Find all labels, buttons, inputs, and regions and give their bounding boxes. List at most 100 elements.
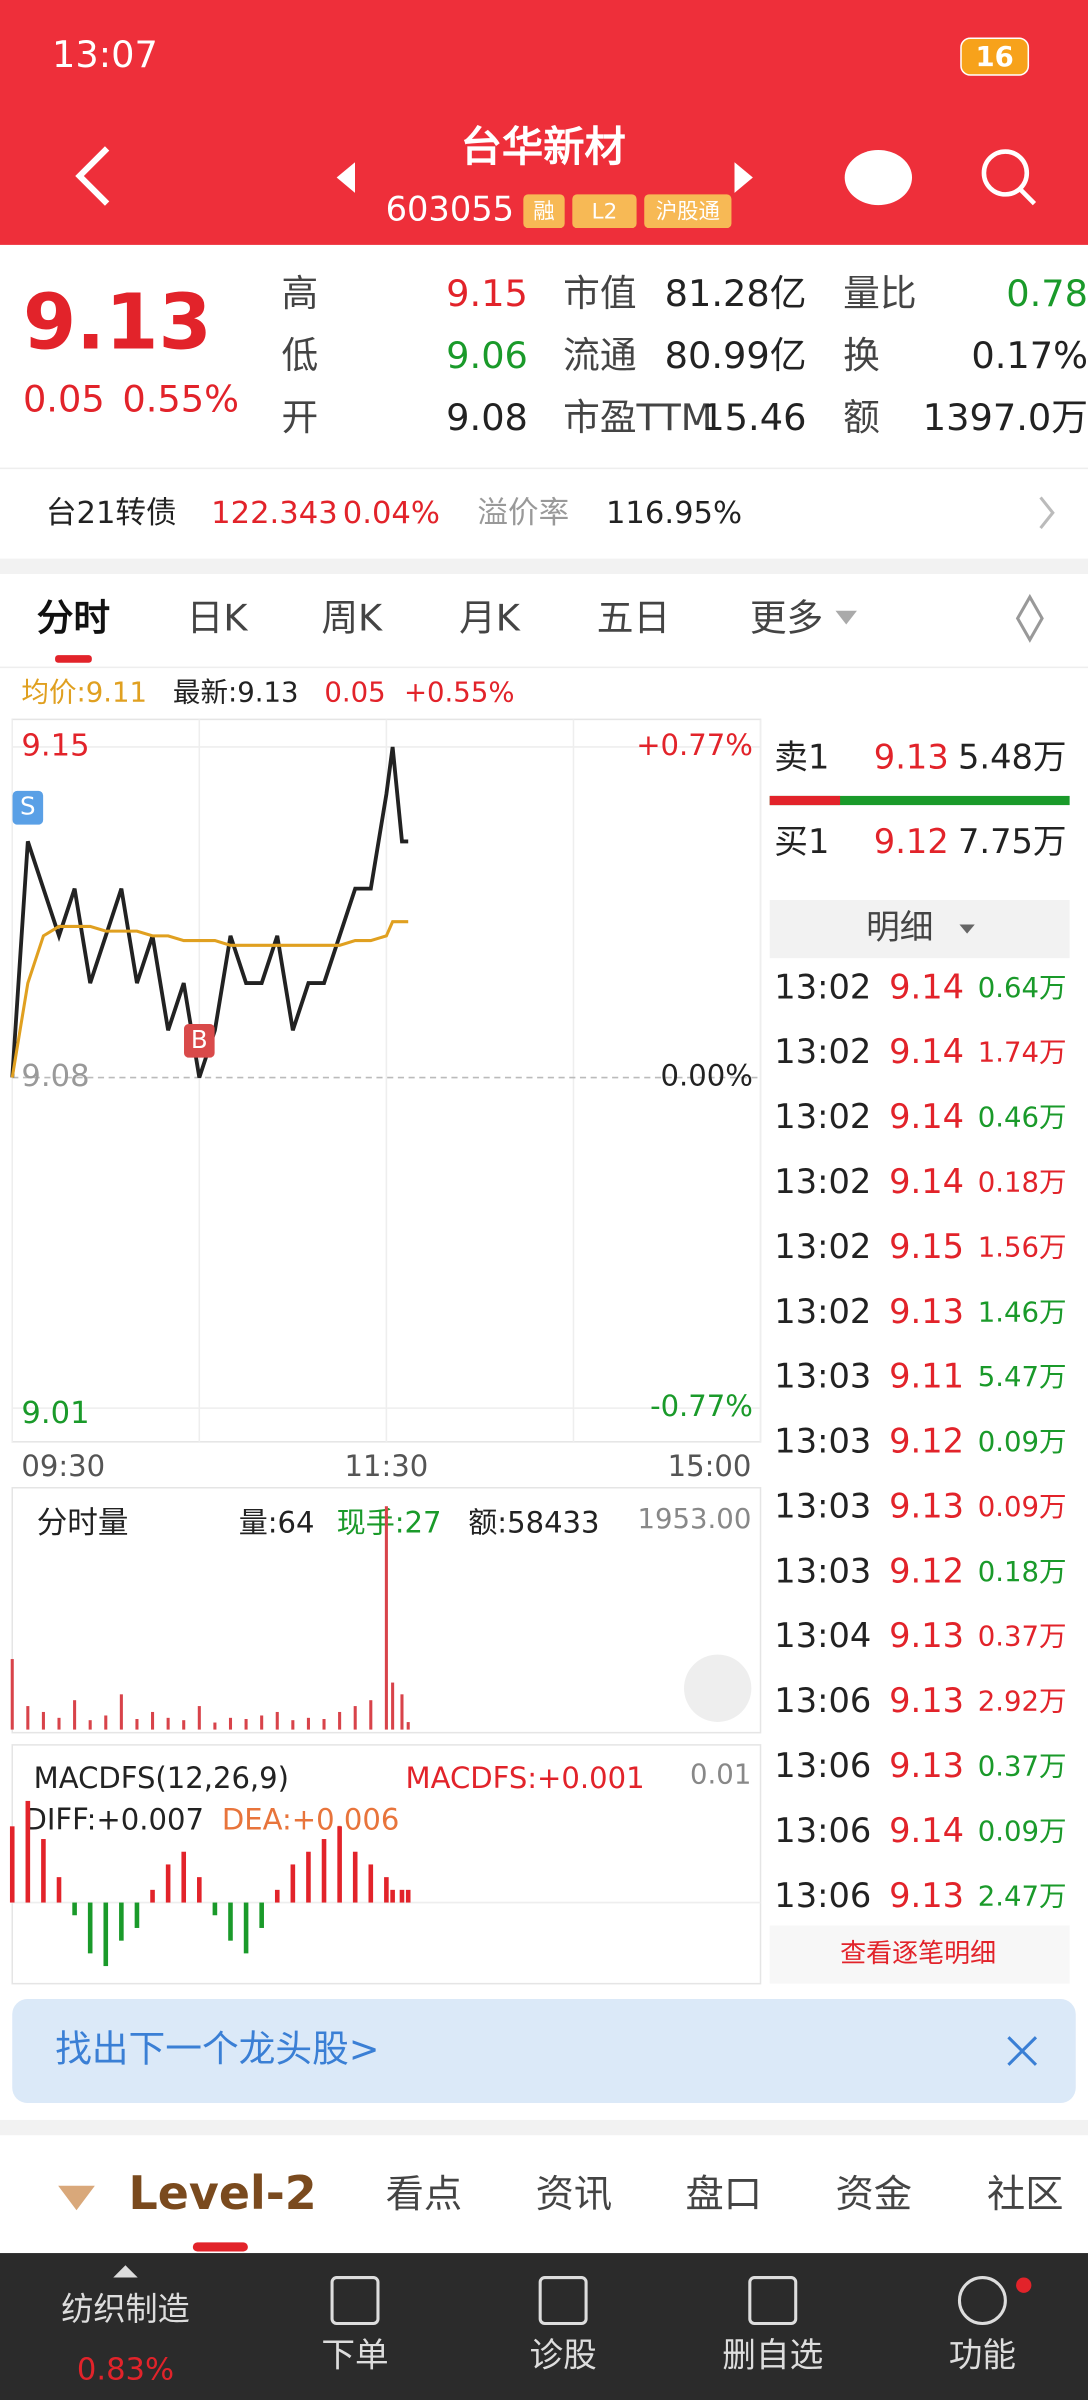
tab[interactable]: 周K — [321, 596, 383, 639]
stat-label: 流通 — [563, 334, 636, 377]
banner-close[interactable] — [1007, 2036, 1038, 2066]
detail-more[interactable]: 查看逐笔明细 — [840, 1939, 996, 1969]
back-icon[interactable] — [75, 146, 110, 206]
stat-label: 市盈TTM — [563, 396, 712, 439]
trade-time: 13:06 — [774, 1876, 871, 1915]
robot-icon[interactable] — [844, 150, 913, 206]
tag: L2 — [592, 200, 618, 225]
stat-value: 80.99亿 — [665, 334, 807, 377]
prev-icon[interactable] — [336, 162, 356, 193]
bottom-tab[interactable]: 社区 — [987, 2172, 1063, 2217]
macd-bar — [165, 1864, 171, 1903]
settings-icon[interactable] — [1015, 593, 1044, 643]
bottom-tab[interactable]: 看点 — [386, 2172, 462, 2217]
detail-header-bg — [769, 900, 1070, 959]
trade-price: 9.15 — [889, 1227, 964, 1266]
price-line — [10, 746, 409, 1079]
macd-bar — [274, 1889, 280, 1903]
trade-volume: 1.74万 — [978, 1037, 1067, 1069]
volume-bar — [260, 1715, 264, 1730]
chevron[interactable] — [1039, 496, 1055, 530]
nav-icon — [748, 2276, 798, 2325]
search-icon[interactable] — [981, 149, 1030, 197]
ask-volume: 5.48万 — [958, 738, 1067, 777]
tab-indicator — [55, 655, 92, 663]
bond-price: 122.343 — [211, 496, 338, 531]
change-pct: 0.55% — [122, 378, 239, 421]
banner[interactable] — [12, 1998, 1076, 2104]
volume-bar — [406, 1722, 410, 1730]
macd-title[interactable]: MACDFS(12,26,9) — [34, 1761, 289, 1795]
stat-value: 9.06 — [446, 334, 528, 377]
trade-volume: 0.09万 — [978, 1815, 1067, 1847]
detail-title[interactable]: 明细 — [866, 908, 933, 947]
stock-code: 603055 — [386, 190, 514, 229]
trade-volume: 0.64万 — [978, 972, 1067, 1004]
volume-bar — [135, 1719, 139, 1730]
nav-icon — [330, 2276, 380, 2325]
trade-price: 9.11 — [889, 1357, 964, 1396]
trade-time: 13:03 — [774, 1486, 871, 1525]
stat-value: 81.28亿 — [665, 272, 807, 315]
nav-item[interactable]: 删自选 — [722, 2336, 823, 2375]
banner-text[interactable]: 找出下一个龙头股> — [55, 2028, 379, 2071]
trade-price: 9.12 — [889, 1551, 964, 1590]
trade-price: 9.14 — [889, 967, 964, 1006]
trade-time: 13:03 — [774, 1422, 871, 1461]
diamond-icon — [58, 2185, 95, 2211]
amount: 额:58433 — [468, 1505, 599, 1539]
trade-price: 9.13 — [889, 1876, 964, 1915]
tab[interactable]: 分时 — [37, 596, 110, 639]
bond-pct: 0.04% — [343, 496, 440, 531]
tab-indicator — [192, 2242, 248, 2252]
trade-volume: 0.09万 — [978, 1426, 1067, 1458]
expand-button[interactable] — [684, 1654, 752, 1722]
stat-label: 低 — [282, 334, 319, 377]
nav-item[interactable]: 诊股 — [529, 2336, 596, 2375]
trade-time: 13:06 — [774, 1681, 871, 1720]
nav-item[interactable]: 下单 — [321, 2336, 388, 2375]
trade-time: 13:02 — [774, 1292, 871, 1331]
tab[interactable]: 月K — [459, 596, 521, 639]
volume-bar — [306, 1717, 310, 1730]
stat-value: 0.17% — [971, 334, 1088, 377]
nav-item[interactable]: 功能 — [949, 2336, 1016, 2375]
tab[interactable]: 更多 — [750, 596, 823, 639]
status-time: 13:07 — [52, 33, 158, 76]
macd-bar — [103, 1902, 109, 1967]
last-price: 9.13 — [23, 279, 212, 368]
tab[interactable]: 日K — [187, 596, 249, 639]
macd-bar — [352, 1851, 358, 1903]
trade-price: 9.14 — [889, 1811, 964, 1850]
y-tick-label: 9.15 — [21, 728, 89, 763]
volume-bar — [322, 1719, 326, 1730]
trade-volume: 1.46万 — [978, 1296, 1067, 1328]
sector-name[interactable]: 纺织制造 — [61, 2290, 189, 2328]
macd-bar — [56, 1877, 62, 1903]
battery-level: 16 — [975, 41, 1013, 73]
y-tick-label: 9.08 — [21, 1059, 89, 1094]
stat-value: 15.46 — [701, 396, 806, 439]
volume-bar — [353, 1706, 357, 1730]
nav-icon — [538, 2276, 588, 2325]
stock-name: 台华新材 — [461, 123, 626, 171]
volume-title[interactable]: 分时量 — [37, 1506, 129, 1541]
bottom-tab[interactable]: Level-2 — [129, 2166, 317, 2220]
bottom-tab[interactable]: 资讯 — [536, 2172, 612, 2217]
next-icon[interactable] — [734, 162, 753, 193]
bottom-tab[interactable]: 资金 — [836, 2172, 912, 2217]
macd-bar — [321, 1839, 327, 1903]
trade-time: 13:02 — [774, 1032, 871, 1071]
macd-bar — [384, 1877, 389, 1903]
volume-bar — [400, 1694, 404, 1730]
volume: 量:64 — [239, 1505, 315, 1539]
macd-bar — [243, 1902, 249, 1954]
tab[interactable]: 五日 — [597, 596, 670, 639]
macd-bar — [25, 1800, 31, 1903]
price-line — [10, 920, 409, 1078]
trade-price: 9.13 — [889, 1486, 964, 1525]
trade-volume: 5.47万 — [978, 1361, 1067, 1393]
macd-bar — [212, 1902, 218, 1916]
bottom-tab[interactable]: 盘口 — [686, 2172, 762, 2217]
